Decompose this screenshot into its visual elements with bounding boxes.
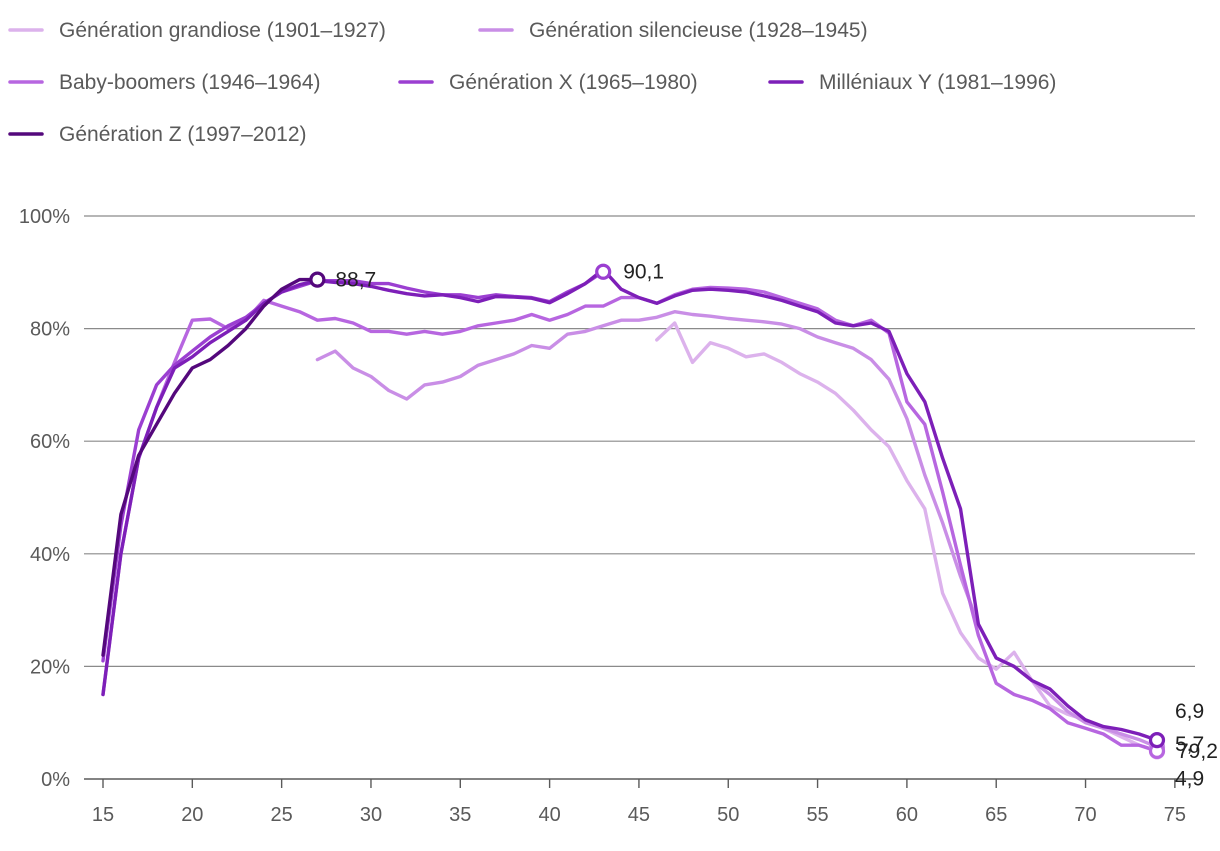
x-tick-label: 40 [538,804,560,826]
x-tick-label: 50 [717,804,739,826]
legend-item: Génération X (1965–1980) [398,71,698,94]
series-line [101,285,1159,753]
x-tick-label: 35 [449,804,471,826]
y-tick-label: 80% [30,319,70,341]
end-value-label: 79,2 [1177,740,1218,763]
series-line [101,277,320,657]
end-value-label: 4,9 [1175,767,1204,790]
x-axis: 15 20 25 30 35 40 45 50 55 60 65 70 75 [92,779,1186,826]
legend-item: Baby-boomers (1946–1964) [8,71,321,94]
x-tick-label: 20 [181,804,203,826]
legend-label: Génération X (1965–1980) [449,71,698,94]
legend-item: Milléniaux Y (1981–1996) [768,71,1056,94]
y-tick-label: 0% [41,769,70,791]
series-line [101,267,1159,742]
x-tick-label: 75 [1164,804,1186,826]
legend-label: Génération Z (1997–2012) [59,123,307,146]
end-value-label: 90,1 [623,261,664,284]
legend-label: Génération grandiose (1901–1927) [59,19,386,42]
x-tick-label: 45 [628,804,650,826]
x-tick-label: 15 [92,804,114,826]
x-tick-label: 25 [271,804,293,826]
end-value-label: 88,7 [335,269,376,292]
legend-label: Milléniaux Y (1981–1996) [819,71,1056,94]
end-marker [1148,732,1166,749]
y-axis: 0% 20% 40% 60% 80% 100% [19,206,70,791]
legend-item: Génération silencieuse (1928–1945) [478,19,868,42]
legend-item: Génération grandiose (1901–1927) [8,19,386,42]
end-marker [309,271,326,288]
x-tick-label: 60 [896,804,918,826]
y-tick-label: 40% [30,544,70,566]
legend-label: Génération silencieuse (1928–1945) [529,19,868,42]
legend-label: Baby-boomers (1946–1964) [59,71,321,94]
series-line [101,270,605,663]
y-tick-label: 100% [19,206,70,228]
x-tick-label: 30 [360,804,382,826]
series-lines [101,267,1159,754]
x-tick-label: 70 [1074,804,1096,826]
y-tick-label: 20% [30,656,70,678]
end-markers [309,263,1166,760]
x-tick-label: 55 [806,804,828,826]
y-tick-label: 60% [30,431,70,453]
grid-lines [84,215,1195,780]
end-value-label: 6,9 [1175,700,1204,723]
end-value-label: 5,7 [1175,733,1204,756]
end-marker [595,263,612,280]
x-tick-label: 65 [985,804,1007,826]
series-line [655,321,1159,754]
end-labels: 4,9 5,779,2 90,1 6,9 88,7 [335,261,1218,791]
legend: Génération grandiose (1901–1927) Générati… [8,19,1056,146]
legend-item: Génération Z (1997–2012) [8,123,307,146]
